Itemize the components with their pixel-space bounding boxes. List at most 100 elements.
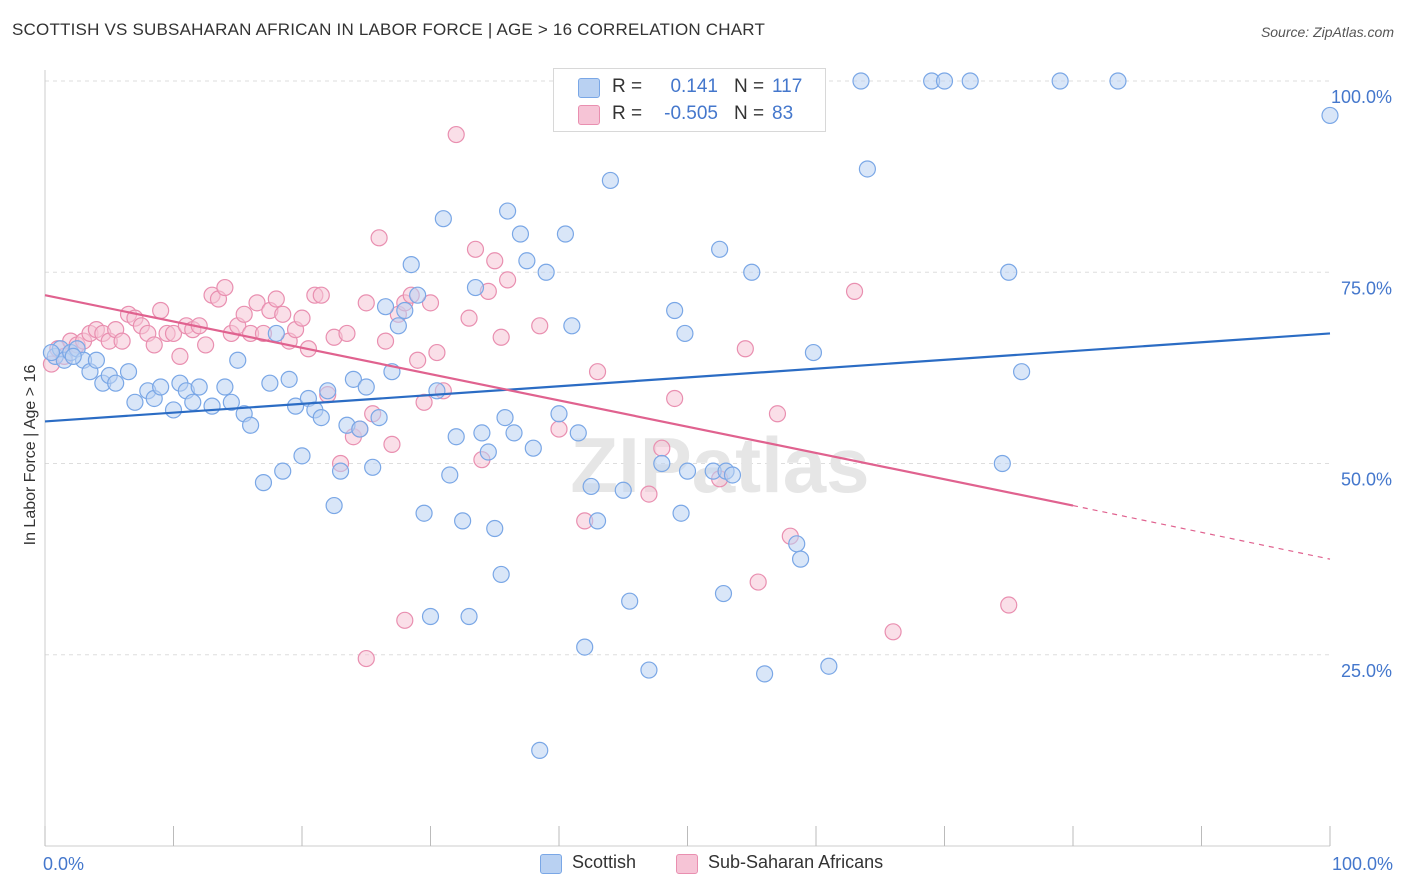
scottish-point <box>152 378 170 396</box>
subsaharan-point <box>338 324 356 343</box>
scottish-point <box>331 462 350 480</box>
scottish-point <box>621 592 639 610</box>
legend-r-value: 0.141 <box>670 76 718 97</box>
legend-row-subsaharan: R = -0.505 N = 83 <box>554 102 825 128</box>
bottom-legend-label-scottish: Scottish <box>572 852 637 872</box>
subsaharan-point <box>267 290 285 308</box>
scottish-point <box>87 351 106 369</box>
scottish-point <box>466 278 485 297</box>
legend-swatch-subsaharan <box>578 105 600 125</box>
axes <box>44 70 1331 847</box>
scottish-point <box>524 439 542 457</box>
subsaharan-point <box>312 286 330 304</box>
scottish-point <box>184 393 202 411</box>
subsaharan-point <box>248 294 266 312</box>
subsaharan-point <box>653 439 671 457</box>
subsaharan-point <box>588 363 607 381</box>
scottish-point <box>389 317 407 335</box>
subsaharan-point <box>357 294 375 312</box>
scottish-point <box>569 424 587 442</box>
legend: R = 0.141 N = 117 R = -0.505 N = 83 <box>553 68 826 132</box>
subsaharan-point <box>396 611 414 629</box>
subsaharan-point <box>550 420 568 438</box>
scottish-point <box>454 512 472 530</box>
scottish-point <box>229 351 247 369</box>
scottish-point <box>242 416 260 434</box>
scottish-point <box>588 512 607 530</box>
scottish-point <box>267 324 285 343</box>
scottish-point <box>1051 72 1069 90</box>
scottish-point <box>447 428 465 446</box>
scottish-point <box>434 210 452 228</box>
subsaharan-point <box>274 305 292 323</box>
scottish-point <box>344 370 362 388</box>
y-tick-label: 75.0% <box>1341 278 1392 298</box>
scottish-point <box>364 458 382 476</box>
scottish-point <box>261 374 279 392</box>
subsaharan-point <box>499 271 517 289</box>
scottish-point <box>428 382 446 400</box>
scottish-point <box>676 324 694 343</box>
subsaharan-point <box>768 405 787 423</box>
scottish-point <box>286 397 305 415</box>
scottish-point <box>402 256 420 274</box>
scottish-point <box>614 481 632 499</box>
y-tick-label: 25.0% <box>1341 661 1392 681</box>
scottish-point <box>376 298 395 316</box>
scottish-point <box>107 374 125 392</box>
scottish-point <box>325 496 343 515</box>
scottish-point <box>576 638 594 656</box>
scottish-point <box>460 607 478 626</box>
scottish-point <box>496 409 514 427</box>
subsaharan-point <box>370 229 388 247</box>
scottish-point <box>723 466 742 484</box>
subsaharan-point <box>197 336 215 354</box>
subsaharan-point <box>666 389 684 408</box>
subsaharan-point <box>466 240 485 258</box>
scottish-point <box>852 72 870 90</box>
scottish-point <box>396 301 414 320</box>
scottish-point <box>492 565 510 584</box>
legend-r-label: R = <box>612 103 643 124</box>
scottish-point <box>531 741 549 759</box>
scottish-point <box>1012 363 1031 381</box>
scottish-point <box>415 504 433 522</box>
subsaharan-point <box>409 351 427 369</box>
scottish-point <box>788 535 806 553</box>
scottish-point <box>351 420 369 438</box>
x-tick-label: 0.0% <box>43 854 84 874</box>
tick-labels: 25.0% 50.0% 75.0% 100.0% 0.0% 100.0% <box>43 87 1393 874</box>
scottish-point <box>409 286 427 304</box>
legend-swatch-scottish <box>578 78 600 98</box>
scottish-point <box>961 72 979 90</box>
scottish-point <box>714 584 733 603</box>
scottish-point <box>499 202 517 220</box>
scottish-point <box>1321 106 1339 125</box>
y-axis-label: In Labor Force | Age > 16 <box>22 365 39 546</box>
subsaharan-point <box>531 317 549 335</box>
scottish-point <box>64 347 82 365</box>
scottish-point <box>601 171 620 190</box>
subsaharan-point <box>113 332 131 350</box>
scottish-point <box>640 661 658 679</box>
scottish-point <box>126 393 144 411</box>
scottish-point <box>743 263 761 281</box>
scottish-point <box>537 263 555 281</box>
subsaharan-point <box>145 336 163 354</box>
scottish-point <box>441 466 459 484</box>
subsaharan-point <box>415 393 433 411</box>
chart-title: SCOTTISH VS SUBSAHARAN AFRICAN IN LABOR … <box>12 20 766 39</box>
scottish-point <box>678 462 697 480</box>
scottish-point <box>421 607 440 626</box>
scottish-point <box>858 160 877 178</box>
subsaharan-point <box>235 305 253 323</box>
subsaharan-point <box>460 309 478 327</box>
scottish-point <box>479 443 497 461</box>
scottish-point <box>711 240 729 258</box>
scottish-point <box>672 504 690 522</box>
scottish-point <box>319 382 337 400</box>
scottish-trend-line <box>44 332 1331 423</box>
subsaharan-point <box>1000 596 1018 614</box>
bottom-legend-label-subsaharan: Sub-Saharan Africans <box>708 852 884 872</box>
